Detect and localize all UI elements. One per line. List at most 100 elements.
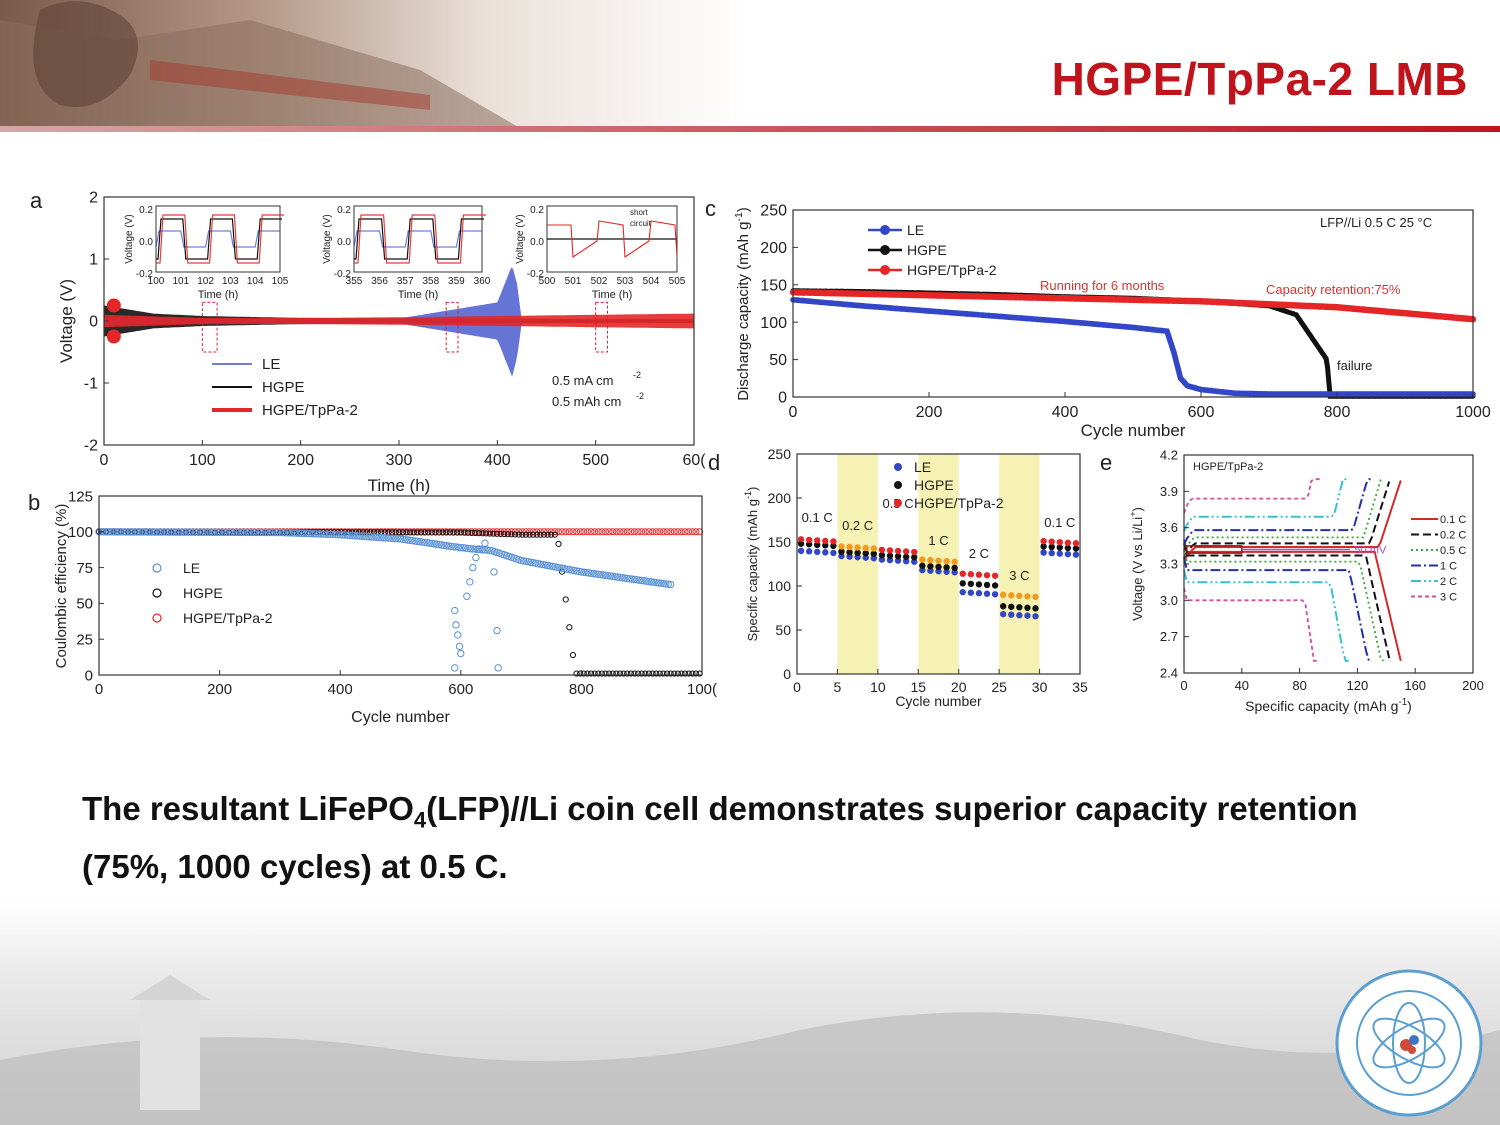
series-le-point: [1007, 314, 1014, 321]
series-le-point: [991, 591, 999, 598]
series-hgpe-point: [935, 563, 942, 571]
series-le-point: [107, 528, 115, 536]
series-hgpe-tppa-2-point: [886, 547, 894, 554]
panel-c-xtick-label: 600: [1188, 404, 1215, 421]
series-hgpe-point: [464, 529, 472, 536]
series-hgpe-point: [685, 670, 692, 677]
series-hgpe-point: [999, 603, 1007, 610]
series-hgpe-tppa-2-point: [1339, 304, 1346, 311]
series-hgpe-tppa-2-point: [1016, 592, 1023, 600]
series-le-point: [191, 528, 200, 536]
series-le-point: [1383, 391, 1389, 397]
series-hgpe-point: [613, 670, 620, 677]
series-hgpe-point: [446, 529, 454, 536]
panel-c-xlabel: Cycle number: [1081, 421, 1186, 440]
series-discharge-curve: [1183, 549, 1385, 662]
series-le-point: [1230, 390, 1237, 396]
series-hgpe-tppa-2-point: [677, 528, 685, 536]
series-le-point: [348, 531, 356, 540]
series-hgpe-tppa-2-point: [805, 536, 813, 544]
series-le-point: [844, 301, 851, 308]
inset-note: circuit: [630, 219, 652, 228]
panel-b-frame: [98, 495, 703, 676]
series-hgpe-tppa-2-point: [827, 289, 835, 297]
series-hgpe-point: [410, 529, 417, 536]
series-hgpe-point: [428, 529, 435, 536]
series-hgpe-tppa-2-point: [1024, 593, 1031, 600]
series-discharge-curve: [1183, 539, 1402, 662]
series-hgpe-tppa-2-point: [800, 289, 808, 296]
series-le-point: [666, 580, 675, 589]
series-hgpe-tppa-2-point: [844, 290, 851, 297]
series-le-point: [240, 528, 248, 537]
series-hgpe-point: [991, 582, 999, 589]
series-le-point: [1116, 323, 1123, 330]
series-hgpe-point: [1048, 543, 1055, 551]
series-hgpe-point: [555, 540, 562, 548]
series-hgpe-tppa-2-point: [999, 591, 1007, 598]
series-hgpe-tppa-2-point: [887, 291, 895, 298]
series-le-point: [1279, 391, 1286, 397]
panel-e-xlabel: Specific capacity (mAh g-1): [1245, 697, 1412, 714]
series-hgpe-point: [606, 670, 613, 677]
series-le-point: [1252, 390, 1259, 397]
series-le-point: [290, 529, 299, 537]
series-hgpe-point: [631, 670, 638, 677]
panel-d-xlabel: Cycle number: [895, 693, 982, 709]
series-hgpe-point: [530, 531, 537, 538]
series-hgpe-tppa-2-point: [486, 528, 494, 536]
series-le-point: [428, 539, 436, 548]
series-le-point: [141, 528, 149, 536]
series-le-point: [1464, 391, 1471, 397]
series-hgpe-tppa-2-point: [953, 292, 960, 300]
panel-a-xtick-label: 200: [287, 452, 314, 469]
series-hgpe-point: [598, 670, 606, 677]
series-le-point: [408, 536, 417, 545]
series-le-point: [1355, 391, 1362, 397]
series-le-point: [445, 542, 453, 550]
series-le-point: [1312, 391, 1319, 397]
series-le-point: [601, 571, 610, 580]
series-le-point: [828, 300, 834, 306]
inset-xtick-label: 504: [643, 276, 660, 287]
series-hgpe-tppa-2-point: [1344, 304, 1352, 312]
series-le-point: [915, 307, 921, 313]
caption-subscript: 4: [413, 807, 427, 833]
legend-swatch-marker: [880, 245, 890, 255]
panel-d-xtick-label: 25: [991, 679, 1007, 695]
panel-a-annotation-sup: -2: [636, 391, 644, 401]
series-le-point: [604, 571, 612, 580]
panel-a-letter: a: [30, 188, 43, 213]
series-le-point: [801, 297, 807, 304]
inset-xtick-label: 358: [422, 276, 439, 287]
series-hgpe-tppa-2-point: [1105, 296, 1112, 303]
panel-d-frame: [796, 453, 1081, 675]
panel-e-title: HGPE/TpPa-2: [1193, 461, 1263, 473]
series-hgpe-tppa-2-point: [931, 292, 938, 299]
inset-ytick-label: 0.0: [530, 237, 544, 248]
series-hgpe-tppa-2-point: [562, 528, 570, 536]
series-le-point: [817, 299, 823, 305]
series-hgpe-tppa-2-point: [583, 528, 591, 536]
series-hgpe-tppa-2-point: [685, 528, 693, 536]
series-hgpe-tppa-2-point: [1008, 592, 1015, 599]
series-hgpe-tppa-2-point: [1333, 304, 1341, 311]
series-hgpe-tppa-2-point: [569, 528, 577, 536]
inset-ytick-label: -0.2: [334, 269, 352, 280]
series-le-point: [363, 532, 371, 541]
header-banner: [0, 0, 1500, 132]
series-hgpe-point: [830, 542, 837, 550]
series-le-point: [592, 570, 600, 578]
series-hgpe-tppa-2-point: [1328, 303, 1335, 311]
series-hgpe-point: [490, 530, 497, 537]
series-le-point: [133, 528, 142, 536]
series-le-point: [336, 530, 344, 539]
series-hgpe-tppa-2-point: [623, 528, 631, 536]
series-le-point: [247, 528, 255, 537]
series-le-point: [596, 570, 605, 579]
series-hgpe-tppa-2-point: [983, 572, 991, 579]
series-le-point: [943, 568, 950, 575]
panel-a-ylabel-main: Voltage (V): [57, 279, 76, 363]
series-le-point: [991, 313, 998, 319]
